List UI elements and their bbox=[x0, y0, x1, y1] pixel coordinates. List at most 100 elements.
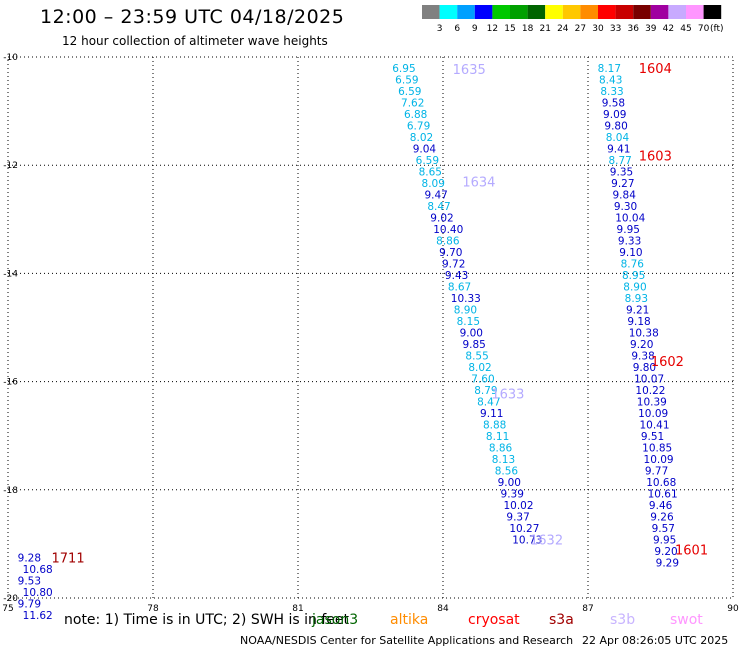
color-scale-swatch bbox=[686, 5, 704, 19]
color-scale-swatch bbox=[510, 5, 528, 19]
wave-height-value: 8.17 bbox=[598, 63, 621, 75]
wave-height-value: 6.79 bbox=[407, 120, 430, 132]
x-tick-label: 81 bbox=[292, 604, 303, 614]
color-scale-swatch bbox=[580, 5, 598, 19]
wave-height-value: 10.68 bbox=[23, 564, 53, 576]
wave-height-value: 9.79 bbox=[18, 598, 41, 610]
wave-height-value: 8.56 bbox=[495, 465, 519, 477]
wave-height-value: 9.20 bbox=[630, 339, 653, 351]
pass-number-label: 1602 bbox=[651, 355, 684, 370]
wave-height-value: 10.85 bbox=[642, 442, 672, 454]
wave-height-value: 9.58 bbox=[602, 97, 625, 109]
wave-height-value: 9.00 bbox=[498, 477, 521, 489]
color-scale-swatch bbox=[668, 5, 686, 19]
wave-height-value: 8.65 bbox=[419, 166, 442, 178]
pass-number-label: 1634 bbox=[462, 175, 495, 190]
pass-number-label: 1711 bbox=[52, 551, 85, 566]
satellite-legend-swot: swot bbox=[670, 612, 703, 628]
satellite-legend-cryosat: cryosat bbox=[468, 612, 520, 628]
wave-height-value: 9.53 bbox=[18, 575, 41, 587]
color-scale-unit: (ft) bbox=[710, 24, 724, 34]
wave-height-value: 9.95 bbox=[617, 224, 640, 236]
wave-height-value: 9.80 bbox=[633, 362, 656, 374]
wave-height-value: 10.73 bbox=[512, 534, 542, 546]
x-tick-label: 78 bbox=[147, 604, 159, 614]
wave-height-value: 8.67 bbox=[448, 281, 471, 293]
color-scale-label: 42 bbox=[663, 24, 674, 34]
wave-height-value: 6.59 bbox=[416, 155, 439, 167]
page-title: 12:00 – 23:59 UTC 04/18/2025 bbox=[40, 6, 345, 28]
wave-height-value: 8.95 bbox=[622, 270, 645, 282]
color-scale-label: 45 bbox=[680, 24, 691, 34]
color-scale-swatch bbox=[562, 5, 581, 19]
wave-height-value: 9.51 bbox=[641, 431, 664, 443]
wave-height-value: 9.20 bbox=[654, 546, 677, 558]
color-scale-swatch bbox=[457, 5, 475, 19]
wave-height-value: 9.84 bbox=[613, 189, 637, 201]
wave-height-value: 9.80 bbox=[604, 120, 627, 132]
color-scale-label: 6 bbox=[454, 24, 460, 34]
wave-height-value: 8.02 bbox=[410, 132, 433, 144]
color-scale-label: 70 bbox=[698, 24, 710, 34]
x-tick-label: 90 bbox=[727, 604, 739, 614]
wave-height-value: 9.35 bbox=[610, 166, 633, 178]
wave-height-value: 8.86 bbox=[436, 235, 460, 247]
wave-height-value: 10.80 bbox=[23, 587, 53, 599]
wave-height-value: 8.47 bbox=[477, 396, 500, 408]
pass-number-label: 1633 bbox=[491, 388, 524, 403]
wave-height-value: 9.27 bbox=[611, 178, 634, 190]
color-scale-swatch bbox=[422, 5, 440, 19]
wave-height-value: 10.33 bbox=[451, 293, 481, 305]
y-tick-label: -12 bbox=[3, 161, 18, 171]
wave-height-value: 8.77 bbox=[608, 155, 631, 167]
wave-height-value: 9.85 bbox=[462, 339, 485, 351]
x-tick-label: 87 bbox=[582, 604, 593, 614]
color-scale-swatch bbox=[598, 5, 616, 19]
color-scale-legend: 3 6 9 12 15 18 21 24 27 30 33 36 39 42 45 70 (ft) bbox=[422, 5, 724, 34]
wave-height-value: 10.68 bbox=[646, 477, 676, 489]
wave-height-value: 8.55 bbox=[465, 350, 488, 362]
satellite-legend-s3a: s3a bbox=[549, 612, 574, 628]
color-scale-label: 3 bbox=[437, 24, 443, 34]
color-scale-label: 33 bbox=[610, 24, 621, 34]
wave-height-value: 9.26 bbox=[650, 511, 674, 523]
wave-height-value: 9.43 bbox=[445, 270, 468, 282]
color-scale-label: 30 bbox=[592, 24, 604, 34]
wave-height-value: 8.47 bbox=[427, 201, 450, 213]
color-scale-swatch bbox=[703, 5, 722, 19]
wave-height-value: 8.90 bbox=[454, 304, 477, 316]
pass-number-label: 1632 bbox=[530, 534, 563, 549]
wave-height-value: 10.22 bbox=[635, 385, 665, 397]
wave-height-value: 10.09 bbox=[644, 454, 674, 466]
wave-height-value: 8.79 bbox=[474, 385, 497, 397]
wave-height-value: 10.27 bbox=[509, 523, 539, 535]
pass-number-label: 1604 bbox=[639, 62, 672, 77]
pass-number-label: 1635 bbox=[453, 63, 486, 78]
wave-height-value: 9.72 bbox=[442, 258, 465, 270]
wave-height-value: 9.00 bbox=[460, 327, 483, 339]
color-scale-label: 18 bbox=[522, 24, 534, 34]
y-tick-label: -18 bbox=[3, 486, 18, 496]
wave-height-value: 8.04 bbox=[606, 132, 630, 144]
wave-height-value: 8.09 bbox=[422, 178, 445, 190]
color-scale-label: 15 bbox=[504, 24, 515, 34]
wave-height-value: 7.62 bbox=[401, 97, 424, 109]
wave-height-value: 8.11 bbox=[486, 431, 509, 443]
wave-height-value: 8.02 bbox=[468, 362, 491, 374]
y-tick-label: -20 bbox=[3, 594, 18, 604]
wave-height-value: 10.41 bbox=[639, 419, 669, 431]
wave-height-value: 8.13 bbox=[492, 454, 515, 466]
x-tick-label: 84 bbox=[437, 604, 449, 614]
satellite-legend-s3b: s3b bbox=[610, 612, 636, 628]
wave-height-value: 9.39 bbox=[501, 488, 524, 500]
wave-height-value: 10.61 bbox=[648, 488, 678, 500]
wave-height-value: 8.33 bbox=[600, 86, 623, 98]
y-tick-label: -14 bbox=[3, 269, 18, 279]
color-scale-label: 36 bbox=[627, 24, 639, 34]
wave-height-value: 8.90 bbox=[623, 281, 646, 293]
wave-height-value: 9.57 bbox=[652, 523, 675, 535]
color-scale-swatch bbox=[439, 5, 458, 19]
wave-height-value: 9.09 bbox=[603, 109, 626, 121]
wave-height-value: 9.77 bbox=[645, 465, 668, 477]
